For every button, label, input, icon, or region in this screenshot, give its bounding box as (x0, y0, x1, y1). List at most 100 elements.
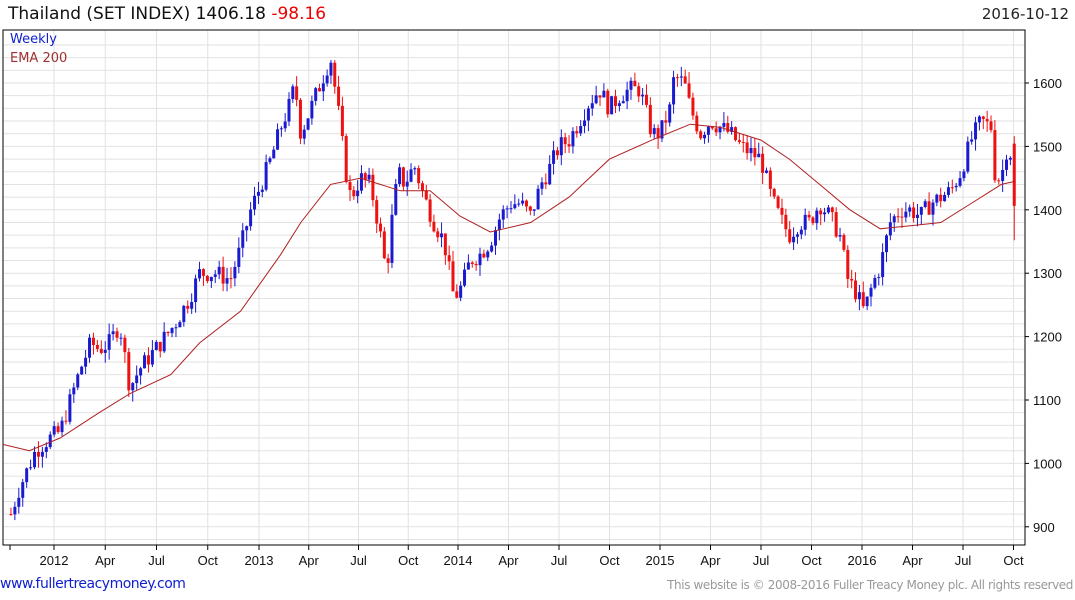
candle-body (970, 139, 974, 142)
candle-body (710, 126, 714, 129)
candle-body (13, 506, 17, 515)
candle-body (40, 451, 44, 457)
candle-body (417, 168, 421, 184)
candle-body (842, 235, 846, 250)
x-tick-label: Apr (95, 553, 116, 568)
candle-body (505, 208, 509, 210)
candle-body (621, 101, 625, 104)
candle-body (838, 235, 842, 237)
candle-body (737, 140, 741, 143)
candle-body (490, 245, 494, 252)
candle-body (660, 120, 664, 139)
candle-body (447, 255, 451, 262)
candle-body (900, 216, 904, 218)
candle-body (213, 274, 217, 277)
x-tick-label: Jul (350, 553, 367, 568)
candle-body (166, 331, 170, 334)
candle-body (72, 387, 76, 395)
candle-body (706, 126, 710, 135)
candle-body (637, 86, 641, 97)
candle-body (772, 188, 776, 197)
candle-body (993, 130, 997, 181)
candle-body (394, 184, 398, 215)
candle-body (295, 86, 299, 100)
candle-body (127, 352, 131, 391)
candle-body (714, 128, 718, 133)
candle-body (146, 355, 150, 365)
candle-body (205, 275, 209, 282)
candle-body (861, 292, 865, 307)
candle-body (209, 276, 213, 282)
x-tick-label: 2014 (444, 553, 473, 568)
candle-body (536, 188, 540, 210)
candle-body (60, 420, 64, 433)
copyright: This website is © 2008-2016 Fuller Treac… (667, 578, 1073, 592)
candle-body (493, 230, 497, 246)
candle-body (741, 142, 745, 144)
candle-body (123, 337, 127, 353)
candle-body (107, 334, 111, 350)
candle-body (501, 209, 505, 220)
candle-body (834, 212, 838, 237)
x-tick-label: Apr (299, 553, 320, 568)
candle-body (614, 96, 618, 107)
candle-body (256, 191, 260, 196)
candle-body (48, 434, 52, 448)
candle-body (154, 341, 158, 351)
candle-body (939, 194, 943, 202)
candle-body (1012, 143, 1016, 206)
candle-body (540, 182, 544, 189)
candle-body (186, 305, 190, 309)
x-tick-label: Jul (753, 553, 770, 568)
candle-body (162, 331, 166, 352)
candle-body (521, 200, 525, 204)
candle-body (451, 261, 455, 292)
candle-body (44, 447, 48, 452)
x-tick-label: Jul (955, 553, 972, 568)
candle-body (691, 97, 695, 116)
candle-body (641, 94, 645, 97)
site-link[interactable]: www.fullertreacymoney.com (0, 576, 186, 592)
candle-body (379, 223, 383, 232)
candle-body (249, 209, 253, 227)
candle-body (194, 278, 198, 303)
candle-body (509, 208, 513, 210)
candle-body (131, 383, 135, 391)
candle-body (703, 134, 707, 139)
candle-body (877, 277, 881, 279)
candle-body (99, 348, 103, 353)
candle-body (811, 217, 815, 224)
candle-body (555, 150, 559, 156)
candle-body (455, 291, 459, 298)
candle-body (233, 266, 237, 279)
candle-body (563, 137, 567, 145)
legend-weekly: Weekly (10, 32, 57, 47)
candle-body (1008, 157, 1012, 160)
x-tick-label: 2012 (40, 553, 69, 568)
candle-body (617, 103, 621, 107)
candle-body (652, 128, 656, 135)
candle-body (950, 187, 954, 189)
candle-body (386, 258, 390, 263)
candle-body (88, 337, 92, 358)
candle-body (398, 167, 402, 185)
candle-body (908, 207, 912, 212)
candle-body (850, 278, 854, 281)
candle-body (333, 62, 337, 87)
candle-body (443, 233, 447, 256)
candle-body (424, 190, 428, 200)
x-tick-label: Jul (148, 553, 165, 568)
candle-body (517, 203, 521, 205)
candle-body (329, 62, 333, 76)
candle-body (95, 344, 99, 349)
candle-body (586, 108, 590, 121)
candle-body (923, 201, 927, 207)
candle-body (225, 278, 229, 284)
candle-body (788, 229, 792, 243)
candle-body (753, 148, 757, 158)
candle-body (544, 182, 548, 185)
candle-body (598, 95, 602, 98)
candle-body (896, 216, 900, 218)
candle-body (401, 167, 405, 187)
candle-body (892, 216, 896, 223)
